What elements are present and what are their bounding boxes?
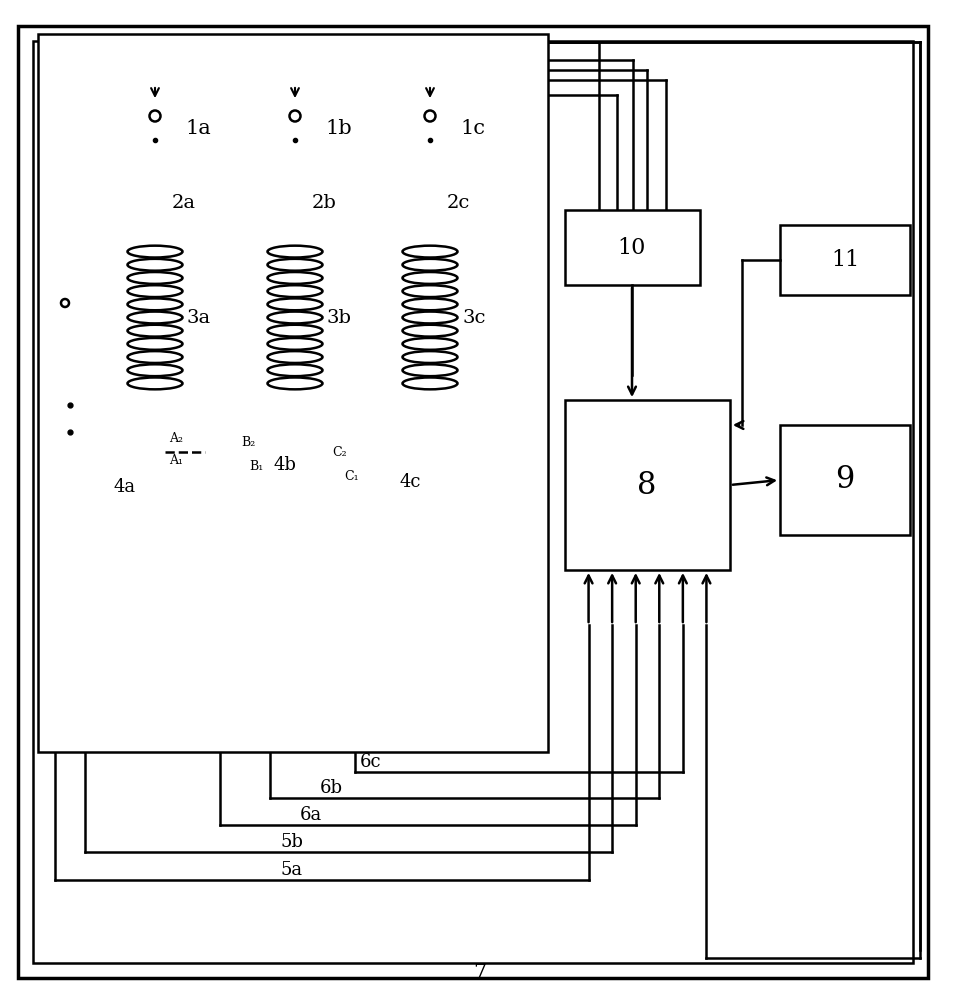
Ellipse shape [128,259,183,271]
Ellipse shape [403,259,457,271]
Bar [283,170,307,235]
Bar [237,434,277,452]
Text: 6a: 6a [300,806,322,824]
Text: 11: 11 [831,249,859,271]
Text: 10: 10 [618,237,646,259]
Ellipse shape [128,298,183,310]
Bar [328,444,368,462]
Ellipse shape [267,259,323,271]
Ellipse shape [267,312,323,323]
Text: C₂: C₂ [332,446,347,460]
Bar [269,103,321,155]
Bar [245,458,285,476]
Bar [129,103,181,155]
Text: A₁: A₁ [169,454,183,468]
Ellipse shape [128,272,183,284]
Ellipse shape [128,246,183,258]
Ellipse shape [267,338,323,350]
Ellipse shape [267,298,323,310]
Bar [780,425,910,535]
Ellipse shape [128,325,183,337]
Ellipse shape [128,285,183,297]
Ellipse shape [403,285,457,297]
Text: 3a: 3a [187,309,211,327]
Text: 2c: 2c [447,194,470,212]
Text: 9: 9 [835,464,854,495]
Bar [404,103,456,155]
Text: B₁: B₁ [249,460,263,474]
Ellipse shape [267,246,323,258]
Text: 6b: 6b [320,779,343,797]
Ellipse shape [403,272,457,284]
Bar [340,468,380,486]
Ellipse shape [267,285,323,297]
Text: 1b: 1b [325,119,352,138]
Ellipse shape [403,312,457,323]
Text: 1a: 1a [185,119,210,138]
Ellipse shape [128,351,183,363]
Text: 3c: 3c [462,309,485,327]
Ellipse shape [267,272,323,284]
Bar [165,430,205,448]
Bar [780,225,910,295]
Bar [38,34,548,752]
Ellipse shape [403,338,457,350]
Text: 7: 7 [474,962,486,982]
Ellipse shape [267,377,323,389]
Text: 2a: 2a [172,194,196,212]
Bar [165,452,205,470]
Text: 4b: 4b [273,456,296,474]
Ellipse shape [267,325,323,337]
Ellipse shape [267,364,323,376]
Text: 4c: 4c [400,473,422,491]
Ellipse shape [128,364,183,376]
Ellipse shape [267,351,323,363]
Bar [418,170,442,235]
Bar [565,210,700,285]
Bar [565,400,730,570]
Ellipse shape [128,312,183,323]
Ellipse shape [128,338,183,350]
Text: C₁: C₁ [344,471,358,484]
Ellipse shape [403,364,457,376]
Text: 1c: 1c [460,119,485,138]
Text: A₂: A₂ [169,432,183,446]
Text: B₂: B₂ [241,436,256,450]
Ellipse shape [403,377,457,389]
Text: 5b: 5b [280,833,303,851]
Text: 5a: 5a [280,861,302,879]
Bar [143,170,167,235]
Text: 6c: 6c [360,753,382,771]
Ellipse shape [403,351,457,363]
Ellipse shape [403,298,457,310]
Ellipse shape [128,377,183,389]
Ellipse shape [403,246,457,258]
Text: 2b: 2b [312,194,337,212]
Text: 4a: 4a [113,478,136,496]
Ellipse shape [403,325,457,337]
Text: 3b: 3b [327,309,352,327]
Text: 8: 8 [637,470,656,500]
